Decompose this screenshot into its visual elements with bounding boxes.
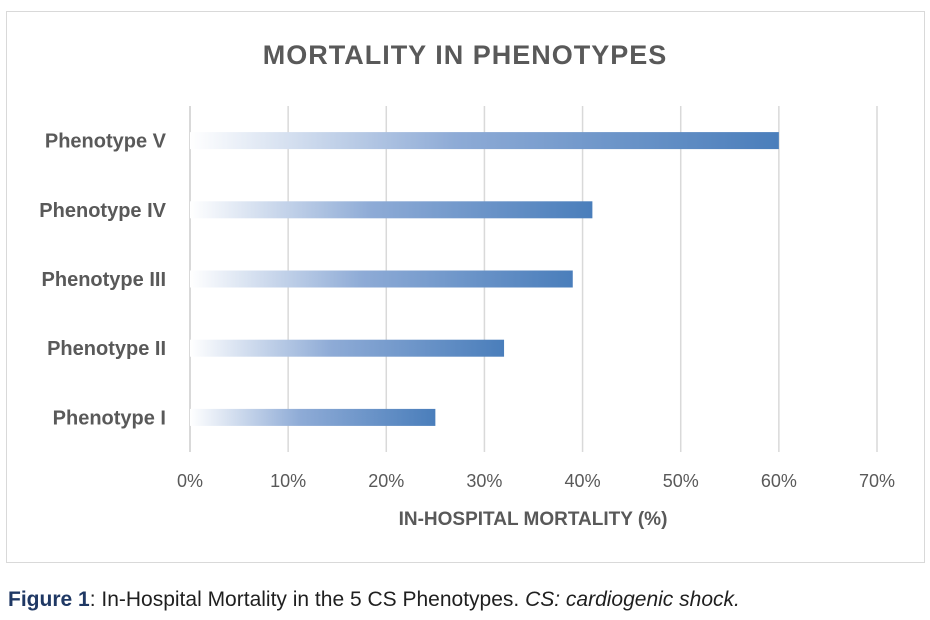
x-tick-label: 0% (177, 471, 203, 491)
x-tick-label: 60% (761, 471, 797, 491)
x-tick-labels: 0% 10% 20% 30% 40% 50% 60% 70% (177, 471, 895, 491)
x-tick-label: 10% (270, 471, 306, 491)
bar-phenotype-v (190, 132, 779, 150)
category-label: Phenotype II (47, 338, 166, 360)
bar-phenotype-ii (190, 339, 505, 357)
x-axis-label: IN-HOSPITAL MORTALITY (%) (399, 509, 668, 530)
chart-title: MORTALITY IN PHENOTYPES (263, 40, 668, 70)
bar-phenotype-iv (190, 201, 593, 219)
category-label: Phenotype V (45, 131, 167, 153)
category-label: Phenotype I (53, 407, 166, 429)
category-label: Phenotype IV (39, 200, 166, 222)
caption-text: : In-Hospital Mortality in the 5 CS Phen… (89, 588, 526, 611)
figure-caption: Figure 1: In-Hospital Mortality in the 5… (8, 588, 740, 612)
x-tick-label: 20% (368, 471, 404, 491)
x-tick-label: 30% (466, 471, 502, 491)
gridlines (189, 106, 878, 452)
chart: MORTALITY IN PHENOTYPES Phenotype IPheno… (39, 40, 895, 530)
x-tick-label: 70% (859, 471, 895, 491)
caption-note: CS: cardiogenic shock. (525, 588, 740, 611)
bar-phenotype-i (190, 408, 436, 426)
x-tick-label: 50% (663, 471, 699, 491)
category-labels: Phenotype I Phenotype II Phenotype III Phen… (39, 131, 166, 430)
bars (190, 132, 779, 426)
category-label: Phenotype III (42, 269, 166, 291)
x-tick-label: 40% (565, 471, 601, 491)
caption-label: Figure 1 (8, 588, 90, 611)
bar-phenotype-iii (190, 270, 573, 288)
